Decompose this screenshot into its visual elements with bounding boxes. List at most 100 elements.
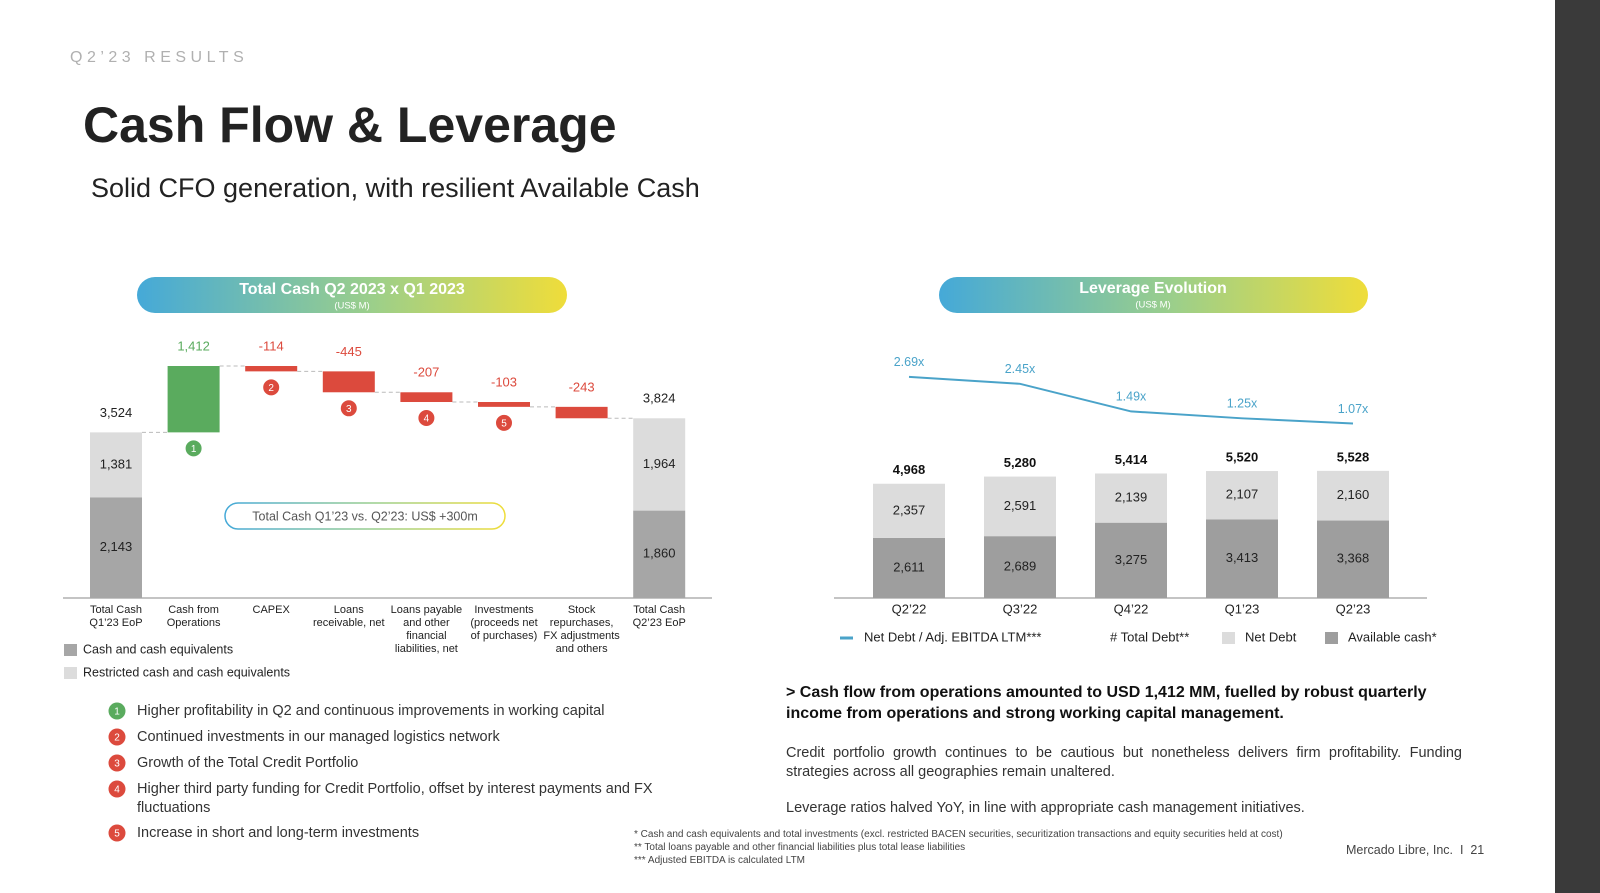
x-tick-label: Q4’22 <box>1114 601 1149 616</box>
x-tick-label: Q3’22 <box>1003 601 1038 616</box>
line-label: 1.07x <box>1338 402 1369 416</box>
note-marker <box>108 728 126 746</box>
note-marker-label: 2 <box>114 733 120 744</box>
segment-label: 2,689 <box>1004 559 1037 574</box>
stack-segment <box>633 510 686 598</box>
note-marker <box>108 702 126 720</box>
footer: Mercado Libre, Inc. I 21 <box>1346 843 1485 857</box>
segment-label: 3,413 <box>1226 550 1259 565</box>
highlight: > Cash flow from operations amounted to … <box>786 684 1427 722</box>
total-label: 3,824 <box>643 391 676 406</box>
legend-label: # Total Debt** <box>1110 629 1189 644</box>
step-marker <box>184 439 203 458</box>
stack-segment <box>873 537 945 598</box>
segment-label: 1,381 <box>100 456 133 471</box>
bar <box>245 366 298 372</box>
step-marker <box>262 378 281 397</box>
bar <box>400 392 453 403</box>
chart-subtitle: (US$ M) <box>1135 300 1170 311</box>
legend-label: Cash and cash equivalents <box>83 642 233 656</box>
stack-segment <box>90 497 142 598</box>
legend-swatch <box>1325 632 1338 644</box>
legend-label: Net Debt <box>1245 629 1297 644</box>
x-tick-label: Q2’22 <box>892 601 927 616</box>
note: Higher profitability in Q2 and continuou… <box>137 703 605 719</box>
x-tick-label: Loans receivable, net <box>313 604 385 629</box>
paragraph: Leverage ratios halved YoY, in line with… <box>786 800 1305 816</box>
note-marker <box>108 754 126 772</box>
ratio-line <box>908 375 1354 425</box>
value-label: -243 <box>569 379 595 394</box>
total-label: 3,524 <box>100 405 133 420</box>
stack-segment <box>1095 522 1167 598</box>
annotation: Total Cash Q1’23 vs. Q2’23: US$ +300m <box>252 509 477 523</box>
segment-label: 1,860 <box>643 546 676 561</box>
x-tick-label: Total Cash Q2’23 EoP <box>632 604 686 629</box>
step-marker-label: 5 <box>501 418 507 429</box>
note-marker-label: 5 <box>114 829 120 840</box>
stack-segment <box>984 536 1056 598</box>
footnote: * Cash and cash equivalents and total in… <box>634 829 1283 840</box>
total-label: 5,280 <box>1004 455 1037 470</box>
note: Higher third party funding for Credit Po… <box>137 781 653 816</box>
bar <box>167 366 220 433</box>
value-label: -207 <box>413 365 439 380</box>
legend-label: Net Debt / Adj. EBITDA LTM*** <box>864 629 1042 644</box>
line-label: 2.45x <box>1005 362 1036 376</box>
chart-title-pill <box>939 277 1368 313</box>
segment-label: 2,143 <box>100 539 133 554</box>
slide-title: Cash Flow & Leverage <box>83 97 617 153</box>
legend-swatch <box>64 667 77 679</box>
step-marker-label: 2 <box>268 383 274 394</box>
x-tick-label: Loans payable and other financial liabil… <box>390 604 463 655</box>
x-tick-label: Q1’23 <box>1225 601 1260 616</box>
stack-segment <box>984 476 1056 537</box>
total-label: 5,414 <box>1115 452 1148 467</box>
total-label: 5,520 <box>1226 449 1259 464</box>
legend-label: Restricted cash and cash equivalents <box>83 665 290 679</box>
chart-title: Leverage Evolution <box>1079 280 1227 297</box>
window-edge <box>1555 0 1600 893</box>
bar <box>322 371 375 393</box>
step-marker <box>417 409 436 428</box>
x-tick-label: Q2’23 <box>1336 601 1371 616</box>
note-marker <box>108 780 126 798</box>
x-tick-label: Total Cash Q1’23 EoP <box>89 604 143 629</box>
segment-label: 1,964 <box>643 456 676 471</box>
value-label: -445 <box>336 344 362 359</box>
footnote: ** Total loans payable and other financi… <box>634 842 966 853</box>
step-marker <box>495 413 513 432</box>
paragraph: Credit portfolio growth continues to be … <box>786 745 1462 780</box>
step-marker-label: 4 <box>424 414 430 425</box>
legend-label: Available cash* <box>1348 629 1437 644</box>
note: Increase in short and long-term investme… <box>137 825 420 841</box>
total-label: 4,968 <box>893 462 926 477</box>
note-marker-label: 3 <box>114 759 120 770</box>
x-tick-label: CAPEX <box>252 604 290 616</box>
segment-label: 2,160 <box>1337 487 1370 502</box>
segment-label: 2,107 <box>1226 487 1259 502</box>
bar <box>555 406 608 419</box>
note-marker-label: 4 <box>114 785 120 796</box>
segment-label: 2,611 <box>893 559 925 574</box>
note: Growth of the Total Credit Portfolio <box>137 755 359 771</box>
stack-segment <box>1206 471 1278 520</box>
step-marker <box>339 399 358 418</box>
step-marker-label: 3 <box>346 404 352 415</box>
x-tick-label: Stock repurchases, FX adjustments and ot… <box>543 604 620 655</box>
legend-swatch <box>1222 632 1235 644</box>
segment-label: 2,591 <box>1004 498 1037 513</box>
stack-segment <box>633 418 686 511</box>
segment-label: 3,368 <box>1337 551 1370 566</box>
stack-segment <box>90 432 142 498</box>
segment-label: 2,139 <box>1115 490 1148 505</box>
stack-segment <box>1317 470 1389 521</box>
stack-segment <box>1095 473 1167 523</box>
total-label: 5,528 <box>1337 449 1370 464</box>
legend-swatch <box>64 644 77 656</box>
value-label: -103 <box>491 374 517 389</box>
stack-segment <box>1317 520 1389 598</box>
chart-subtitle: (US$ M) <box>334 301 369 312</box>
